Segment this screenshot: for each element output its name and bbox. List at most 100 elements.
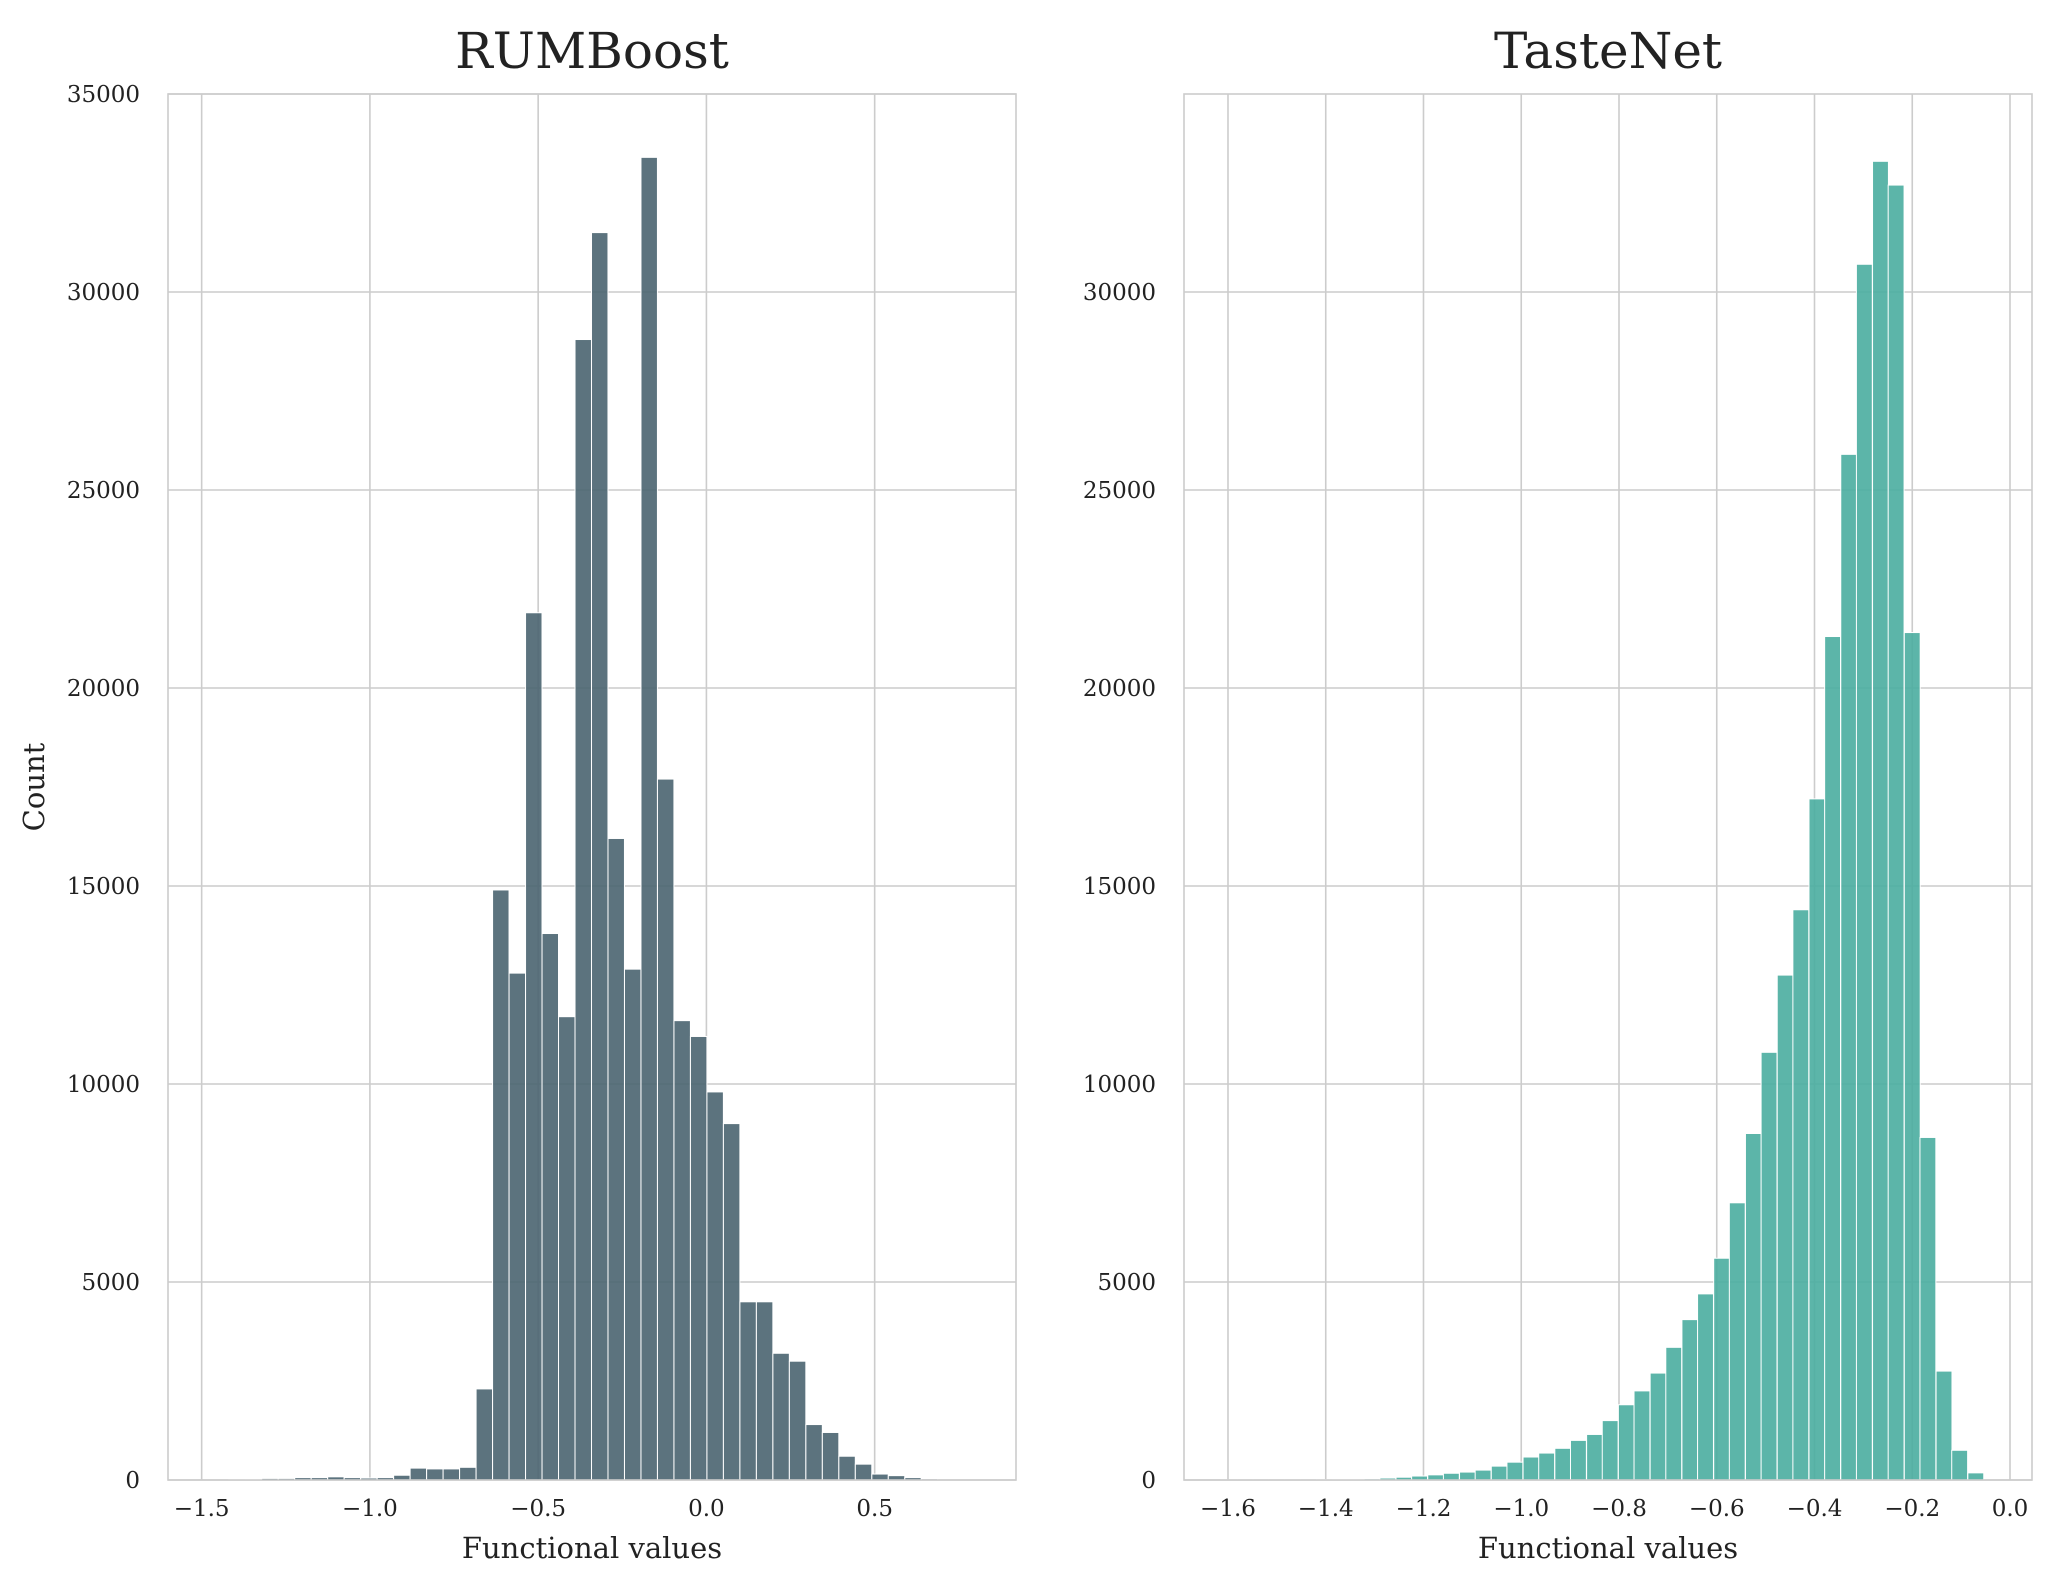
tastenet-panel: −1.6 −1.4 −1.2 −1.0 −0.8 −0.6 −0.4 −0.2 0.0 0 5000… (1083, 22, 2033, 1565)
histogram-bar (1744, 1133, 1762, 1481)
y-tick-label: 0 (1141, 1468, 1156, 1494)
histogram-bar (1649, 1372, 1667, 1481)
histogram-bar (1792, 909, 1810, 1481)
histogram-bar (772, 1352, 790, 1481)
histogram-bar (1538, 1452, 1556, 1481)
histogram-bar (1776, 974, 1794, 1481)
histogram-bar (459, 1466, 477, 1481)
histogram-bar (1872, 160, 1889, 1481)
histogram-bar (409, 1467, 428, 1481)
x-tick-label: −0.8 (1591, 1496, 1647, 1522)
histogram-bar (722, 1123, 741, 1481)
histogram-bar (689, 1035, 708, 1481)
y-tick-label: 25000 (67, 478, 140, 504)
histogram-bar (1967, 1472, 1985, 1481)
histogram-bar (591, 232, 609, 1481)
x-tick-label: −0.6 (1689, 1496, 1745, 1522)
histogram-bar (1554, 1447, 1572, 1481)
histogram-bar (788, 1360, 807, 1481)
y-tick-label: 5000 (81, 1270, 140, 1296)
histogram-bar (1522, 1456, 1540, 1481)
y-tick-label: 0 (125, 1468, 140, 1494)
histogram-bar (1459, 1471, 1476, 1481)
x-tick-label: −1.2 (1396, 1496, 1452, 1522)
histogram-bar (1697, 1293, 1714, 1481)
histogram-bar (838, 1455, 856, 1481)
histogram-bar (821, 1431, 840, 1481)
x-tick-label: −0.2 (1884, 1496, 1940, 1522)
histogram-bar (1808, 798, 1826, 1481)
histogram-bar (1935, 1370, 1953, 1481)
x-tick-label: −1.5 (174, 1496, 230, 1522)
x-axis-label: Functional values (462, 1531, 722, 1565)
y-tick-label: 35000 (67, 82, 140, 108)
x-tick-label: −1.0 (1493, 1496, 1549, 1522)
y-tick-label: 10000 (1083, 1072, 1156, 1098)
x-tick-label: −1.0 (342, 1496, 398, 1522)
x-tick-label: −1.4 (1298, 1496, 1354, 1522)
histogram-bar (805, 1424, 823, 1481)
x-tick-label: −0.4 (1787, 1496, 1843, 1522)
histogram-bar (607, 837, 625, 1481)
rumboost-panel: −1.5 −1.0 −0.5 0.0 0.5 0 5000 10000 15000 20000 25… (17, 22, 1017, 1565)
x-tick-label: −1.6 (1200, 1496, 1256, 1522)
x-tick-label: 0.0 (1992, 1496, 2029, 1522)
y-tick-label: 25000 (1083, 478, 1156, 504)
histogram-bar (1586, 1433, 1604, 1481)
chart-title: TasteNet (1494, 22, 1722, 80)
histogram-bar (1951, 1449, 1969, 1481)
y-tick-label: 15000 (67, 874, 140, 900)
histogram-bar (558, 1016, 576, 1481)
histogram-bar (1569, 1439, 1587, 1481)
histogram-bar (1887, 184, 1905, 1481)
histogram-bar (1840, 453, 1858, 1481)
histogram-bar (1506, 1461, 1524, 1481)
y-tick-label: 20000 (1083, 676, 1156, 702)
histogram-bar (1713, 1257, 1731, 1481)
x-axis-label: Functional values (1478, 1531, 1738, 1565)
histogram-bar (1728, 1202, 1746, 1481)
histogram-bar (755, 1301, 774, 1481)
histogram-bar (426, 1468, 444, 1481)
histogram-bar (1442, 1472, 1460, 1481)
histogram-bar (656, 778, 675, 1481)
histogram-bar (1490, 1465, 1508, 1481)
histogram-bar (1824, 636, 1842, 1481)
histogram-bar (706, 1091, 724, 1481)
chart-title: RUMBoost (455, 22, 729, 80)
histogram-bar (1601, 1420, 1619, 1481)
plot-frame (167, 93, 1017, 1481)
histogram-bar (1474, 1469, 1492, 1481)
histogram-bar (1919, 1136, 1937, 1481)
y-tick-label: 10000 (67, 1072, 140, 1098)
y-axis-label: Count (17, 742, 51, 831)
x-tick-label: 0.0 (688, 1496, 725, 1522)
histogram-bar (1760, 1051, 1778, 1481)
histogram-bar (1665, 1346, 1683, 1481)
y-tick-label: 5000 (1097, 1270, 1156, 1296)
histogram-bar (623, 968, 642, 1481)
histogram-bar (574, 339, 592, 1481)
histogram-bar (1903, 632, 1921, 1481)
histogram-bar (640, 156, 658, 1481)
y-tick-label: 20000 (67, 676, 140, 702)
histogram-bar (475, 1388, 494, 1481)
histogram-bar (508, 972, 527, 1481)
plot-frame (1183, 93, 2033, 1481)
histogram-bar (1633, 1390, 1651, 1481)
y-tick-label: 15000 (1083, 874, 1156, 900)
y-tick-label: 30000 (1083, 280, 1156, 306)
histogram-bar (492, 889, 510, 1481)
histogram-bar (1617, 1404, 1635, 1481)
histogram-bar (871, 1473, 889, 1481)
x-tick-label: 0.5 (856, 1496, 893, 1522)
histogram-bar (673, 1020, 691, 1481)
histogram-bar (442, 1468, 461, 1481)
histogram-bar (854, 1463, 873, 1481)
histogram-bar (525, 612, 543, 1481)
x-tick-label: −0.5 (510, 1496, 566, 1522)
histogram-bar (739, 1301, 757, 1481)
histogram-bar (1855, 263, 1873, 1481)
